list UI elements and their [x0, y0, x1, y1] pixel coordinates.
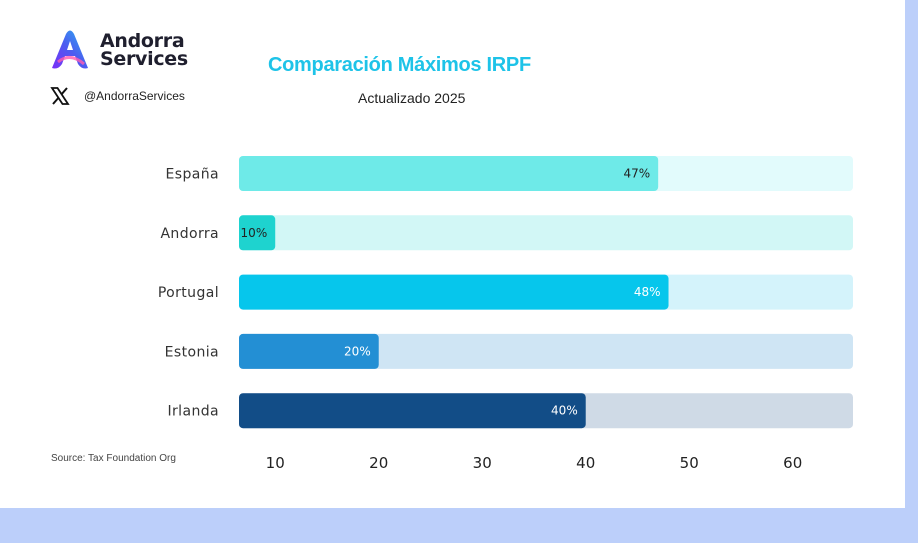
x-tick-label: 40 — [576, 454, 595, 472]
bar — [239, 215, 276, 251]
data-label: 10% — [241, 226, 268, 240]
bar-track — [239, 333, 853, 369]
category-label: Andorra — [160, 226, 219, 242]
data-label: 20% — [344, 344, 371, 358]
twitter-handle: @AndorraServices — [84, 89, 185, 103]
category-label: Irlanda — [168, 404, 220, 420]
bar — [239, 393, 586, 429]
data-label: 40% — [551, 404, 578, 418]
x-tick-label: 20 — [369, 454, 388, 472]
category-label: España — [166, 167, 219, 183]
chart-subtitle: Actualizado 2025 — [358, 90, 466, 106]
x-tick-label: 50 — [680, 454, 699, 472]
chart-title: Comparación Máximos IRPF — [268, 54, 531, 76]
source-note: Source: Tax Foundation Org — [51, 453, 176, 464]
category-label: Estonia — [165, 344, 219, 360]
x-tick-label: 10 — [266, 454, 285, 472]
x-logo-icon — [50, 87, 70, 105]
brand-name: Andorra Services — [100, 30, 188, 70]
brand-line1: Andorra — [100, 30, 185, 52]
bar-track — [239, 215, 853, 251]
data-label: 47% — [624, 167, 651, 181]
x-tick-label: 30 — [473, 454, 492, 472]
data-label: 48% — [634, 285, 661, 299]
bar — [239, 333, 379, 369]
category-label: Portugal — [158, 285, 219, 301]
bar — [239, 274, 669, 310]
x-tick-label: 60 — [783, 454, 802, 472]
social-handle: @AndorraServices — [50, 86, 185, 106]
andorra-services-logo-icon — [52, 30, 88, 69]
brand-line2: Services — [100, 48, 188, 70]
brand-logo: Andorra Services — [48, 28, 188, 72]
bar — [239, 156, 659, 191]
